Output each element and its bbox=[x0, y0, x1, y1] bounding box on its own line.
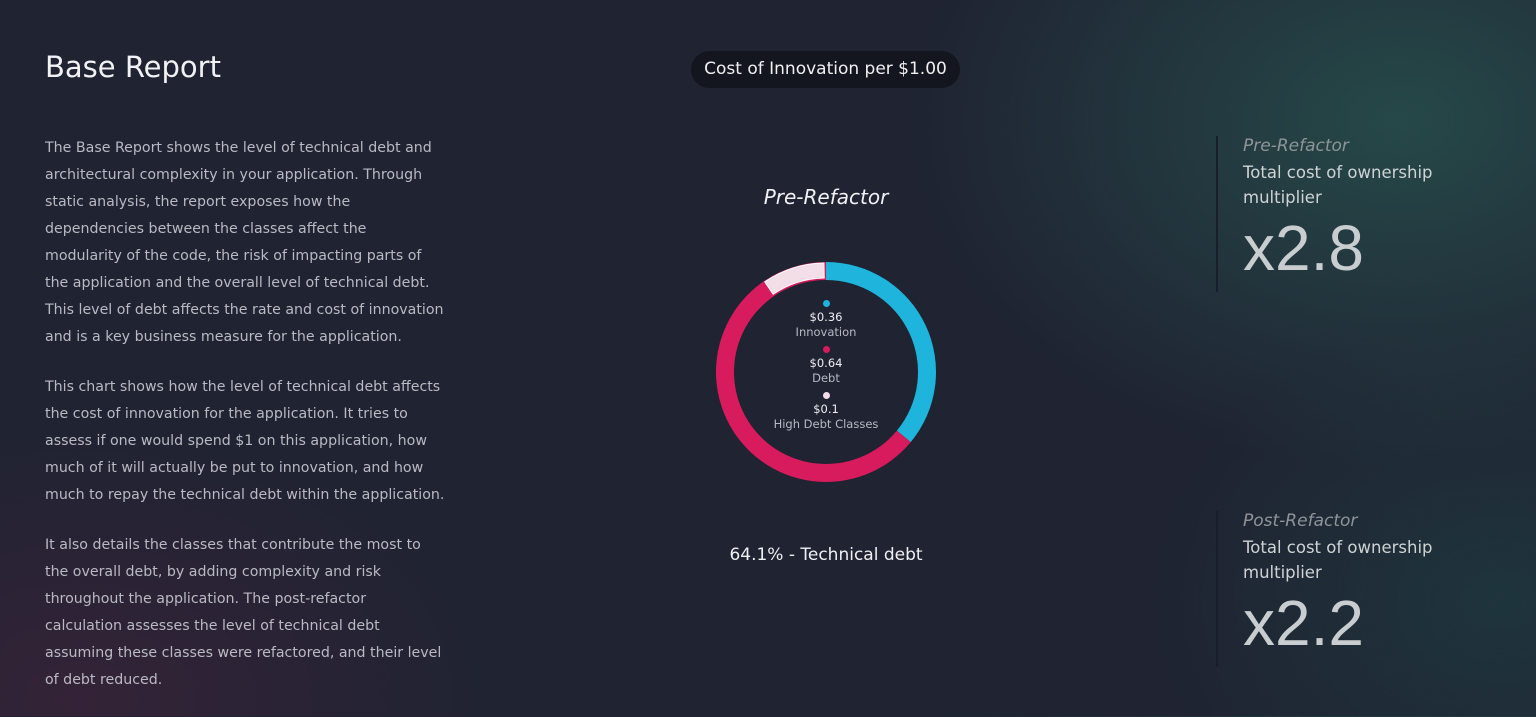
legend-value-high-debt: $0.1 bbox=[813, 402, 839, 416]
stat-label: Total cost of ownership multiplier bbox=[1243, 163, 1433, 207]
stat-heading: Post-Refactor bbox=[1243, 511, 1358, 531]
chart-legend: $0.36 Innovation $0.64 Debt $0.1 High De… bbox=[746, 300, 906, 438]
legend-dot-high-debt bbox=[822, 392, 830, 399]
post-refactor-stat: Post-Refactor Total cost of ownership mu… bbox=[1216, 511, 1476, 667]
stat-value: x2.8 bbox=[1243, 212, 1364, 284]
stat-heading: Pre-Refactor bbox=[1243, 136, 1349, 156]
legend-value-debt: $0.64 bbox=[809, 356, 843, 370]
page-title: Base Report bbox=[45, 50, 221, 84]
description-paragraph: This chart shows how the level of techni… bbox=[45, 379, 445, 503]
pre-refactor-stat: Pre-Refactor Total cost of ownership mul… bbox=[1216, 136, 1476, 292]
stat-label: Total cost of ownership multiplier bbox=[1243, 538, 1433, 582]
description-paragraph: It also details the classes that contrib… bbox=[45, 537, 442, 688]
donut-segment-innovation[interactable] bbox=[826, 262, 936, 443]
legend-value-innovation: $0.36 bbox=[809, 310, 843, 324]
legend-label-innovation: Innovation bbox=[795, 325, 857, 339]
legend-dot-debt bbox=[822, 346, 830, 353]
legend-dot-innovation bbox=[822, 300, 830, 307]
stat-value: x2.2 bbox=[1243, 587, 1364, 659]
legend-label-high-debt: High Debt Classes bbox=[773, 417, 879, 431]
donut-segment-debt[interactable] bbox=[716, 262, 911, 482]
chart-title: Pre-Refactor bbox=[763, 185, 889, 209]
donut-segment-high-debt-classes[interactable] bbox=[764, 262, 825, 295]
donut-chart bbox=[716, 262, 936, 482]
legend-label-debt: Debt bbox=[812, 371, 840, 385]
report-description: The Base Report shows the level of techn… bbox=[45, 135, 445, 717]
cost-per-dollar-pill: Cost of Innovation per $1.00 bbox=[691, 51, 960, 88]
description-paragraph: The Base Report shows the level of techn… bbox=[45, 140, 444, 345]
technical-debt-summary: 64.1% - Technical debt bbox=[729, 545, 923, 565]
